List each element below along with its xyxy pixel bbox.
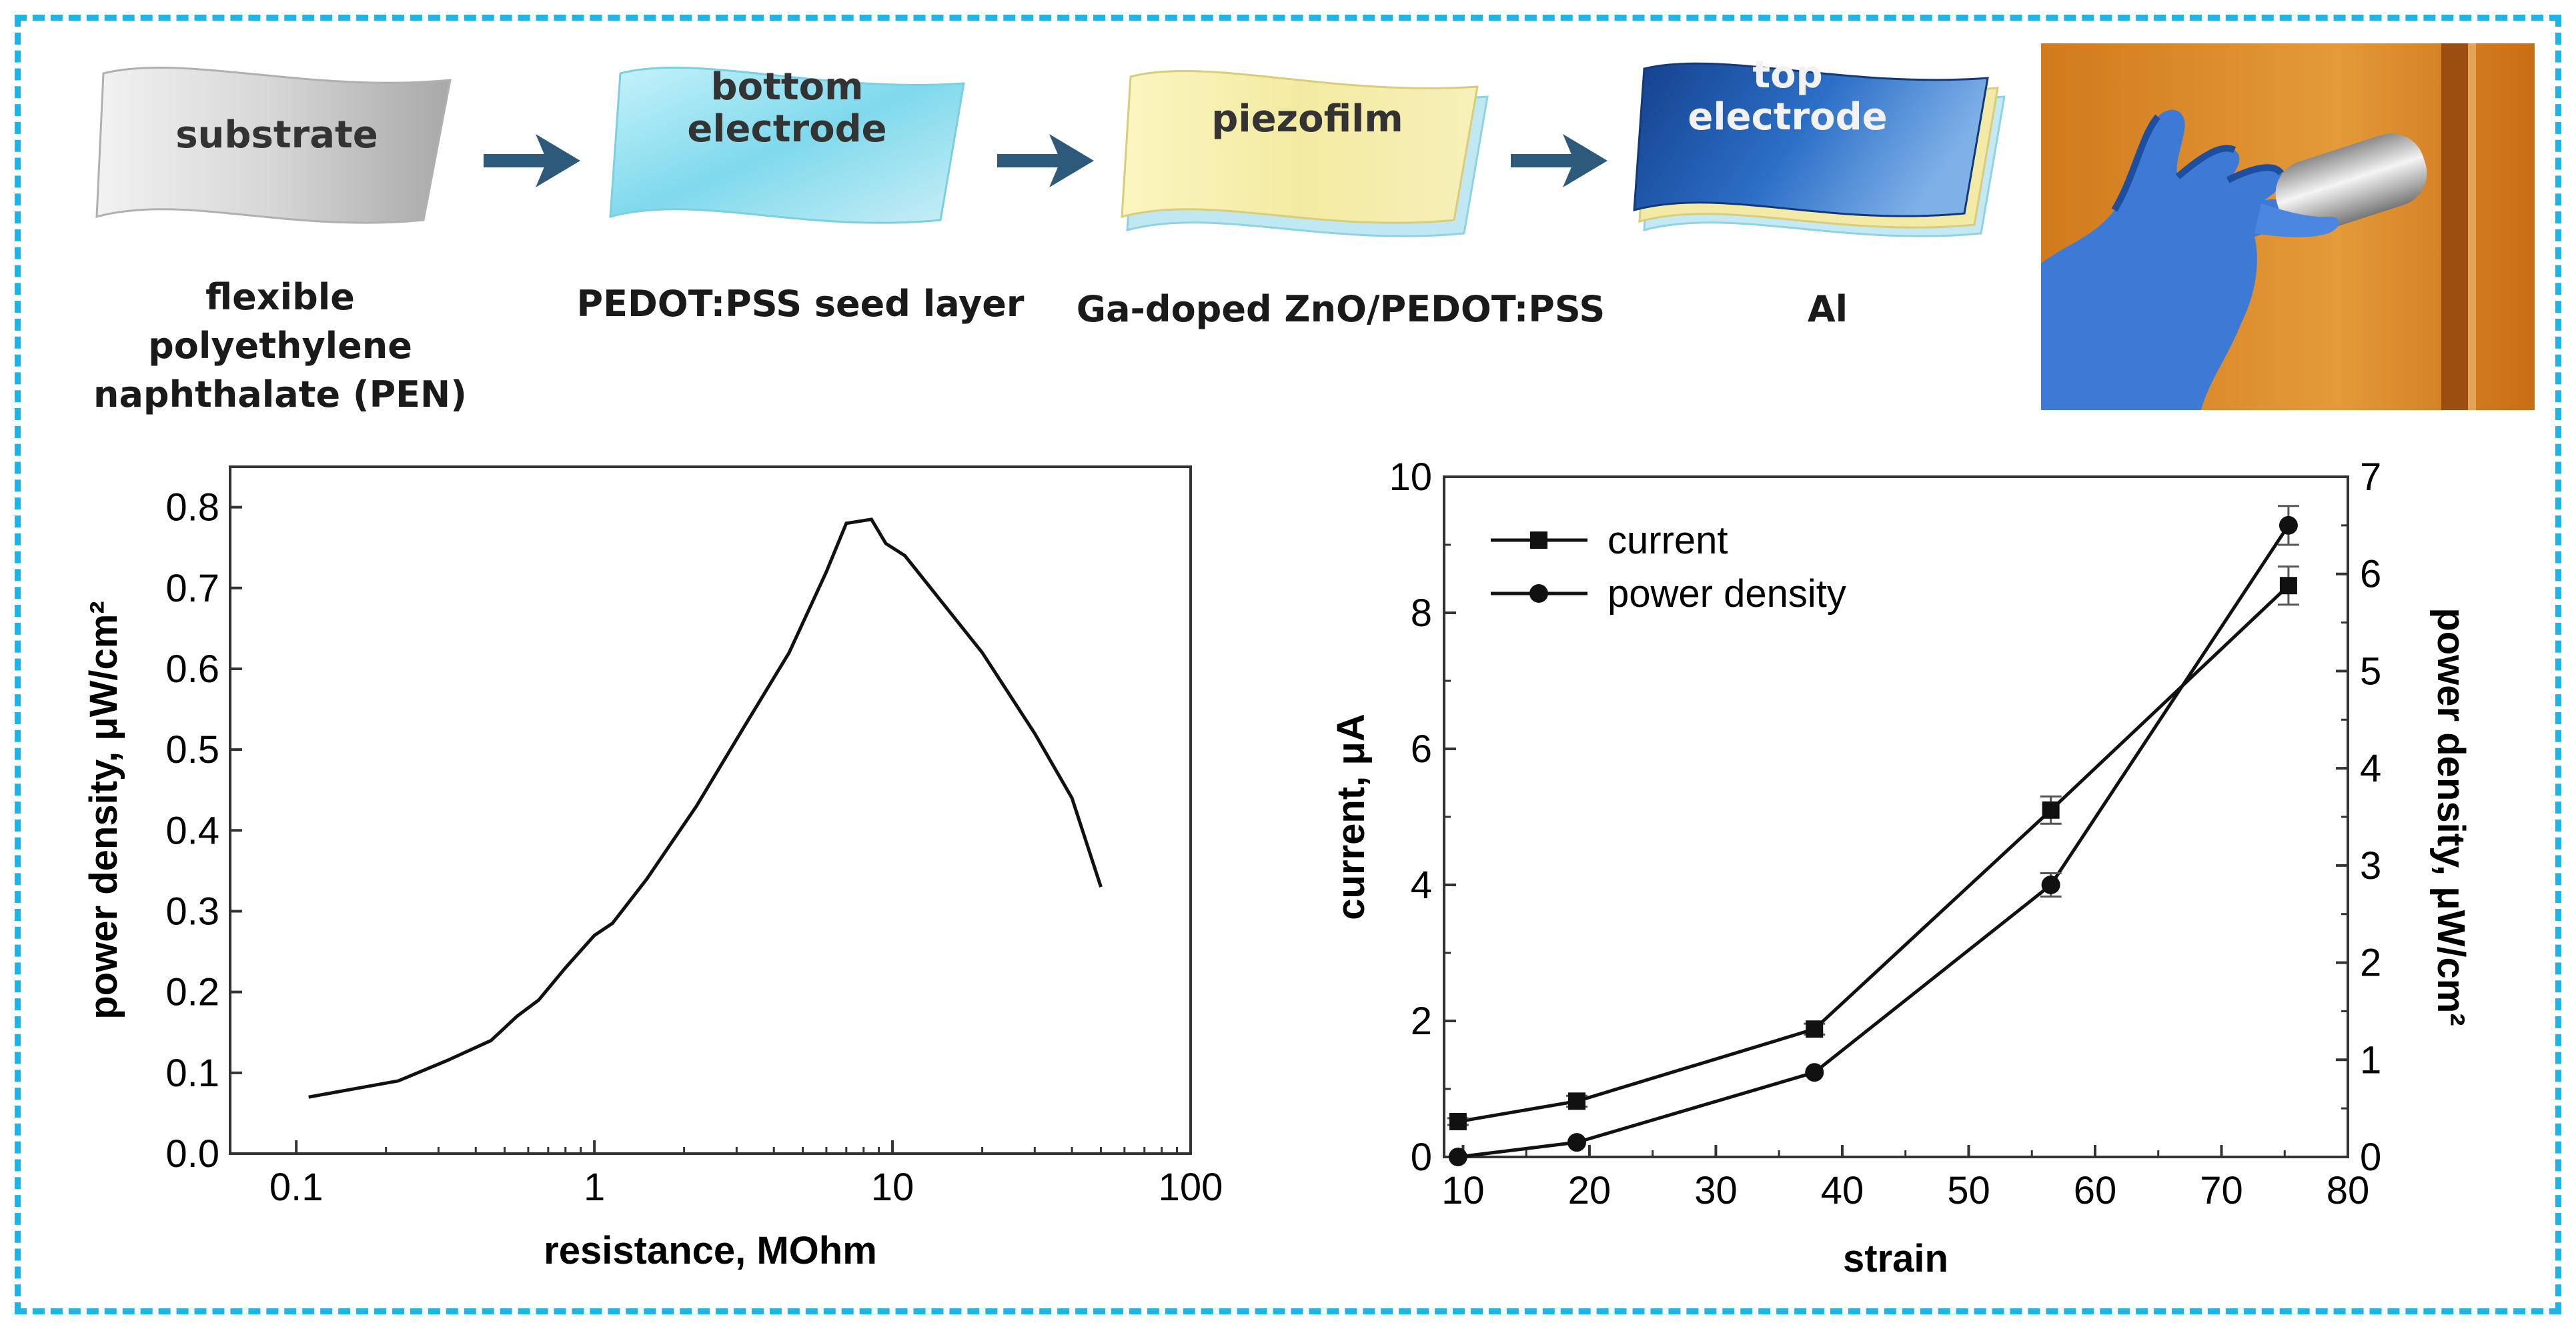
y-axis-label-right: power density, μW/cm² bbox=[2429, 607, 2473, 1026]
power-density-point bbox=[1805, 1063, 1824, 1082]
arrow-right-icon bbox=[1511, 134, 1607, 187]
power-density-line bbox=[1457, 524, 2290, 1159]
y-tick-label: 0.5 bbox=[165, 728, 219, 772]
y-tick-label: 6 bbox=[1411, 728, 1432, 771]
bottom-electrode-material-caption: PEDOT:PSS seed layer bbox=[576, 283, 1025, 325]
x-axis-label: strain bbox=[1843, 1237, 1948, 1280]
x-tick-label: 80 bbox=[2327, 1169, 2370, 1212]
x-tick-label: 20 bbox=[1568, 1169, 1612, 1212]
y-tick-label: 10 bbox=[1389, 455, 1432, 499]
x-tick-label: 30 bbox=[1694, 1169, 1738, 1212]
y-tick-label: 0.3 bbox=[165, 890, 219, 933]
x-tick-label: 10 bbox=[1441, 1169, 1485, 1212]
y-tick-label: 0 bbox=[1411, 1136, 1432, 1179]
y-tick-label: 4 bbox=[1411, 864, 1432, 907]
x-tick-label: 0.1 bbox=[269, 1166, 324, 1209]
legend: current power density bbox=[1491, 519, 1846, 615]
y-axis-label-left: current, μA bbox=[1329, 714, 1373, 920]
x-tick-label: 40 bbox=[1821, 1169, 1864, 1212]
current-point bbox=[2042, 801, 2060, 819]
top-electrode-material-caption: Al bbox=[1807, 288, 1848, 330]
bottom-electrode-label: bottom electrode bbox=[687, 65, 887, 151]
y-axis-label: power density, μW/cm² bbox=[82, 601, 125, 1019]
current-point bbox=[2279, 577, 2297, 595]
y-right-tick-label: 5 bbox=[2360, 649, 2381, 693]
current-line bbox=[1457, 584, 2290, 1124]
y-right-tick-label: 2 bbox=[2360, 942, 2381, 985]
current-point bbox=[1567, 1092, 1585, 1110]
x-axis-label: resistance, MOhm bbox=[544, 1229, 877, 1272]
y-right-tick-label: 7 bbox=[2360, 455, 2381, 499]
y-tick-label: 0.4 bbox=[165, 809, 219, 852]
piezofilm-label: piezofilm bbox=[1211, 97, 1403, 141]
y-tick-label: 2 bbox=[1411, 1000, 1432, 1043]
substrate-label: substrate bbox=[175, 113, 378, 157]
legend-current: current bbox=[1607, 519, 1728, 562]
x-tick-label: 70 bbox=[2200, 1169, 2243, 1212]
y-tick-label: 8 bbox=[1411, 591, 1432, 635]
y-tick-label: 0.1 bbox=[165, 1052, 219, 1095]
figure-frame bbox=[15, 15, 2561, 1314]
piezofilm-material-caption: Ga-doped ZnO/PEDOT:PSS bbox=[1076, 288, 1605, 330]
arrow-right-icon bbox=[997, 134, 1094, 187]
x-tick-label: 1 bbox=[584, 1166, 605, 1209]
plot-frame bbox=[1443, 475, 2349, 1158]
bottom-electrode-layer-graphic bbox=[609, 66, 965, 224]
power-density-point bbox=[2041, 876, 2060, 894]
x-tick-label: 100 bbox=[1159, 1166, 1223, 1209]
current-point bbox=[1449, 1112, 1467, 1130]
y-tick-label: 0.6 bbox=[165, 647, 219, 691]
top-electrode-layer-graphic bbox=[1633, 62, 2006, 237]
x-tick-label: 50 bbox=[1947, 1169, 1990, 1212]
plot-frame bbox=[229, 465, 1192, 1155]
y-right-tick-label: 6 bbox=[2360, 553, 2381, 596]
power-density-point bbox=[1567, 1133, 1586, 1152]
current-point bbox=[1806, 1020, 1824, 1038]
y-right-tick-label: 4 bbox=[2360, 747, 2381, 790]
legend-power-density: power density bbox=[1607, 572, 1846, 615]
y-right-tick-label: 3 bbox=[2360, 844, 2381, 888]
top-electrode-label: top electrode bbox=[1688, 53, 1888, 139]
y-tick-label: 0.7 bbox=[165, 567, 219, 610]
arrow-right-icon bbox=[484, 134, 580, 187]
power-density-point bbox=[1448, 1148, 1467, 1166]
y-tick-label: 0.8 bbox=[165, 486, 219, 529]
piezofilm-layer-graphic bbox=[1121, 69, 1489, 237]
substrate-material-caption: flexible polyethylene naphthalate (PEN) bbox=[93, 276, 467, 415]
device-bending-photo bbox=[2041, 43, 2535, 410]
y-tick-label: 0.0 bbox=[165, 1132, 219, 1176]
x-tick-label: 60 bbox=[2074, 1169, 2117, 1212]
y-tick-label: 0.2 bbox=[165, 971, 219, 1014]
y-right-tick-label: 1 bbox=[2360, 1038, 2381, 1082]
y-right-tick-label: 0 bbox=[2360, 1136, 2381, 1179]
power-density-line bbox=[308, 517, 1103, 1099]
x-tick-label: 10 bbox=[871, 1166, 914, 1209]
substrate-layer-graphic bbox=[95, 66, 452, 224]
power-density-point bbox=[2279, 515, 2298, 535]
